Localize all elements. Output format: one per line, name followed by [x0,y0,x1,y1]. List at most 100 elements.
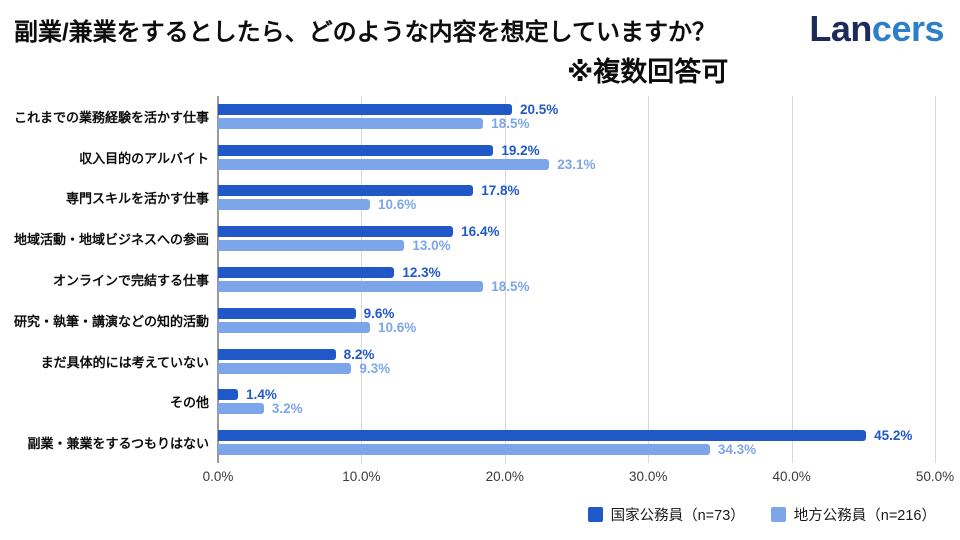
x-tick-label: 10.0% [342,469,381,484]
bar-area: 16.4% 13.0% [218,218,935,259]
value-label-series2: 13.0% [412,238,451,254]
logo-text-dark: Lan [809,8,872,49]
bar-series2 [218,158,550,170]
bar-series1 [218,348,336,360]
legend-item-series1: 国家公務員（n=73） [587,504,745,525]
gridline [791,96,793,463]
bar-line: 34.3% [218,442,935,458]
category-label: 副業・兼業をするつもりはない [27,436,209,452]
chart-row: オンラインで完結する仕事 12.3% 18.5% [8,259,935,300]
value-label-series1: 9.6% [363,305,395,321]
chart-row: 専門スキルを活かす仕事 17.8% 10.6% [8,178,935,219]
legend-swatch-series2-icon [770,507,786,522]
legend-swatch-series1-icon [587,507,603,522]
value-label-series1: 17.8% [481,183,520,199]
chart-row: 副業・兼業をするつもりはない 45.2% 34.3% [8,422,935,463]
bar-line: 9.3% [218,360,935,376]
bar-line: 16.4% [218,224,935,240]
x-tick-label: 20.0% [485,469,524,484]
chart-row: その他 1.4% 3.2% [8,381,935,422]
x-tick-label: 40.0% [772,469,811,484]
chart-subtitle-note: ※複数回答可 [567,57,729,87]
bar-series2 [218,444,710,456]
bar-series2 [218,117,484,129]
bar-area: 12.3% 18.5% [218,259,935,300]
bar-series2 [218,321,370,333]
bar-line: 10.6% [218,197,935,213]
plot-gridlines [217,96,936,463]
chart-rows: これまでの業務経験を活かす仕事 20.5% 18.5% 収入目的のアルバイト 19.2%… [8,96,935,463]
bar-series1 [218,307,356,319]
bar-series1 [218,226,454,238]
value-label-series2: 10.6% [378,197,417,213]
value-label-series2: 34.3% [717,442,757,458]
bar-series1 [218,389,239,401]
value-label-series2: 10.6% [378,319,417,335]
bar-line: 9.6% [218,305,935,321]
bar-series1 [218,430,867,442]
chart-row: まだ具体的には考えていない 8.2% 9.3% [8,341,935,382]
bar-area: 8.2% 9.3% [218,341,935,382]
bar-series1 [218,267,395,279]
value-label-series2: 18.5% [491,279,530,295]
legend-label-series1: 国家公務員（n=73） [610,508,745,524]
bar-line: 13.0% [218,238,935,254]
bar-line: 8.2% [218,346,935,362]
chart-row: 地域活動・地域ビジネスへの参画 16.4% 13.0% [8,218,935,259]
value-label-series2: 23.1% [557,156,596,172]
category-label: これまでの業務経験を活かす仕事 [13,109,209,125]
category-label: オンラインで完結する仕事 [52,273,209,289]
x-tick-label: 0.0% [202,469,234,484]
value-label-series2: 9.3% [359,360,391,376]
bar-line: 19.2% [218,142,935,158]
value-label-series1: 8.2% [343,346,375,362]
bar-line: 18.5% [218,115,935,131]
bar-series2 [218,199,370,211]
logo-text-light: cers [871,8,945,49]
value-label-series2: 3.2% [271,401,303,417]
value-label-series1: 20.5% [519,101,559,117]
category-label: 収入目的のアルバイト [79,150,209,166]
bar-line: 23.1% [218,156,935,172]
bar-area: 9.6% 10.6% [218,300,935,341]
bar-line: 10.6% [218,319,935,335]
legend-label-series2: 地方公務員（n=216） [793,508,936,524]
value-label-series1: 19.2% [501,142,540,158]
bar-series2 [218,403,264,415]
chart-title: 副業/兼業をするとしたら、どのような内容を想定していますか？ [14,19,716,46]
bar-line: 45.2% [218,429,935,442]
bar-series1 [218,185,474,197]
x-tick-label: 30.0% [629,469,668,484]
bar-line: 17.8% [218,183,935,199]
gridline [504,96,506,463]
legend: 国家公務員（n=73） 地方公務員（n=216） [587,504,936,525]
category-label: 地域活動・地域ビジネスへの参画 [13,232,209,248]
chart-row: 収入目的のアルバイト 19.2% 23.1% [8,137,935,178]
gridline [361,96,363,463]
bar-series2 [218,240,405,252]
gridline [648,96,650,463]
gridline [935,96,936,463]
x-axis: 0.0% 10.0% 20.0% 30.0% 40.0% 50.0% [203,469,955,487]
bar-series2 [218,281,484,293]
bar-area: 17.8% 10.6% [218,178,935,219]
bar-area: 1.4% 3.2% [218,381,935,422]
bar-series1 [218,103,512,115]
category-label: まだ具体的には考えていない [40,354,209,370]
x-tick-label: 50.0% [915,469,955,484]
category-label: 専門スキルを活かす仕事 [65,191,209,207]
bar-area: 45.2% 34.3% [218,422,935,463]
value-label-series1: 16.4% [461,224,500,240]
category-label: 研究・執筆・講演などの知的活動 [13,313,209,329]
value-label-series1: 1.4% [246,387,277,403]
value-label-series2: 18.5% [491,115,530,131]
chart-row: これまでの業務経験を活かす仕事 20.5% 18.5% [8,96,935,137]
category-label: その他 [169,395,209,411]
y-axis-line [217,96,219,463]
legend-item-series2: 地方公務員（n=216） [770,504,936,525]
bar-line: 3.2% [218,401,935,417]
bar-line: 20.5% [218,101,935,117]
bar-line: 18.5% [218,279,935,295]
value-label-series1: 12.3% [402,265,441,281]
